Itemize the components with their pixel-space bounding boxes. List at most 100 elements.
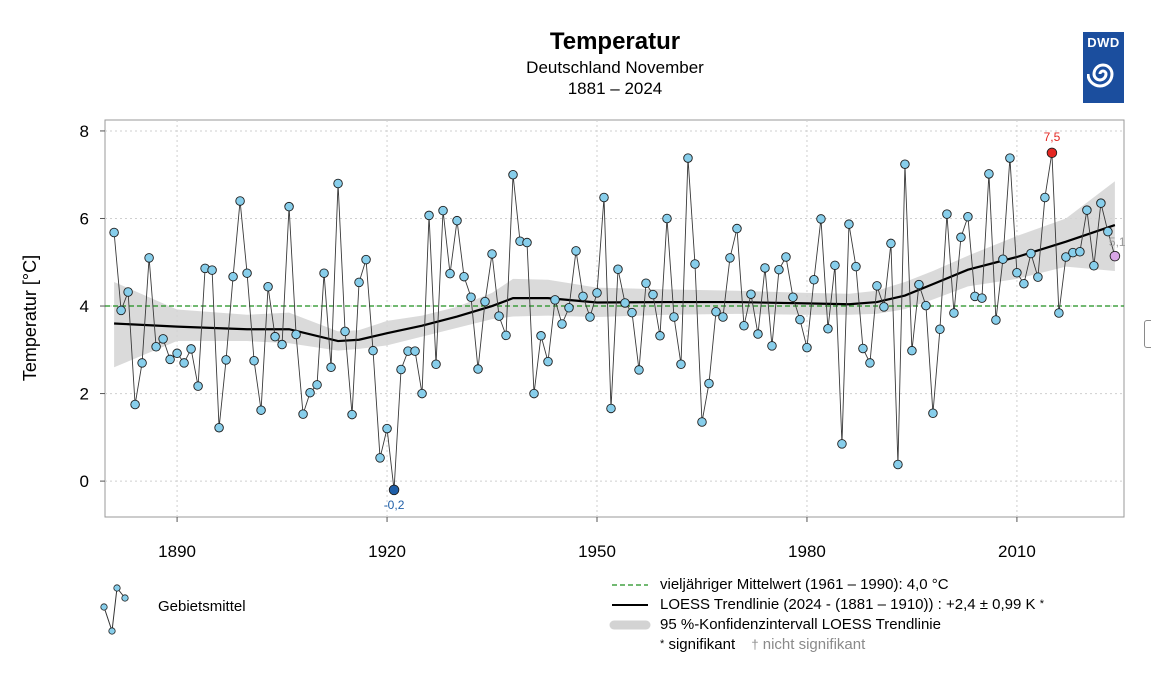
data-point [1082,205,1092,215]
data-point [550,295,560,305]
data-point [963,211,973,222]
data-point [326,362,336,373]
data-point [158,334,168,344]
data-point [802,342,812,353]
legend-point [108,627,116,635]
data-point [501,330,511,341]
data-point [1005,153,1015,163]
data-point [424,210,434,221]
y-tick-label: 6 [80,209,89,228]
data-point [1075,246,1085,257]
data-point [249,355,259,366]
legend-nonsig-label: nicht signifikant [762,636,866,653]
data-point [214,422,224,433]
data-point [375,453,385,463]
y-axis-label: Temperatur [°C] [20,255,40,381]
data-point [634,365,644,375]
data-point [466,292,476,303]
data-point [683,153,693,163]
data-point [627,307,637,318]
data-point [837,439,847,449]
data-point [928,408,938,419]
data-point [914,279,924,290]
data-point [900,159,910,169]
legend-point [121,594,129,602]
data-point [298,409,308,419]
data-point [277,339,287,350]
data-point [1012,268,1022,278]
data-point [1103,226,1113,237]
data-point [354,277,364,288]
data-point [1019,278,1029,289]
legend-significance: * signifikant † nicht signifikant [660,636,865,653]
data-point [193,381,203,391]
data-point [1026,248,1036,259]
data-point [144,253,154,263]
data-point [578,291,588,302]
data-point [291,329,301,340]
legend-points-line [103,586,126,632]
data-point-last [1109,250,1121,262]
data-point [613,264,623,275]
data-point [179,358,189,368]
annotation-maximum-label: 7,5 [1044,130,1061,144]
annotation-minimum-label: -0,2 [384,498,405,512]
data-point [746,289,756,299]
swirl-icon [1087,63,1114,88]
data-point [648,289,658,300]
data-point [165,354,175,365]
data-point [774,264,784,275]
chart-period: 1881 – 2024 [567,79,663,98]
data-point [480,296,490,307]
data-point [599,192,609,203]
legend-point [100,603,108,611]
data-point [984,169,994,179]
data-point [459,271,469,282]
data-point [907,345,917,356]
data-point [116,305,126,316]
data-point [347,409,357,420]
chart-title: Temperatur [549,28,681,55]
y-tick-label: 8 [80,122,89,141]
data-point [662,213,672,224]
data-point [333,178,343,189]
data-point [529,388,539,399]
data-point [816,214,826,224]
data-point [893,459,903,470]
legend-nonsig-mark: † [751,637,759,652]
legend-point [113,584,121,592]
annotations: -0,2 7,5 5,1 [384,130,1126,512]
data-point [382,423,392,434]
data-point [564,303,574,313]
data-point [704,378,714,389]
data-point [1061,252,1071,262]
data-point [242,268,252,278]
data-point [536,331,546,341]
x-tick-label: 1920 [368,542,406,561]
data-point [221,355,231,365]
dwd-logo: DWD [1083,32,1124,103]
data-point [1033,272,1043,282]
data-point [753,329,763,339]
legend-trend-row: LOESS Trendlinie (2024 - (1881 – 1910)) … [660,596,1044,613]
data-point [109,227,119,238]
legend-sig-label: signifikant [668,636,736,653]
dwd-logo-text: DWD [1087,35,1120,50]
data-point [417,388,427,399]
data-point [410,346,420,356]
data-point [361,254,371,265]
legend-trend-label: LOESS Trendlinie (2024 - (1881 – 1910)) … [660,596,1036,613]
data-point [571,246,581,256]
x-tick-label: 1890 [158,542,196,561]
data-point [956,232,966,243]
data-point [725,253,735,263]
data-point [942,209,952,219]
data-point [788,292,798,303]
data-point [319,268,329,278]
data-point [865,358,875,368]
side-scroll-handle[interactable] [1144,320,1151,348]
legend-symbols [100,584,651,635]
data-point [676,359,686,369]
data-point [767,341,777,351]
